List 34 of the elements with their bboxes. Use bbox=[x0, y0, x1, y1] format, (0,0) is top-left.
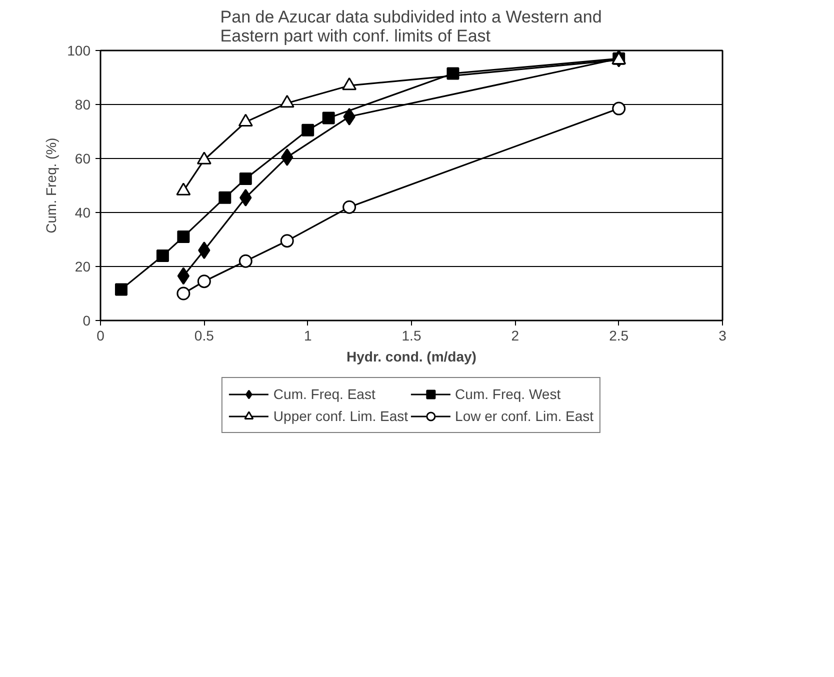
y-tick-label: 40 bbox=[74, 204, 91, 220]
y-tick-label: 60 bbox=[74, 150, 91, 166]
point bbox=[177, 267, 190, 285]
legend-label: Upper conf. Lim. East bbox=[273, 408, 408, 424]
x-axis-title: Hydr. cond. (m/day) bbox=[346, 348, 476, 364]
point bbox=[197, 274, 211, 288]
x-tick-label: 0 bbox=[96, 328, 105, 344]
point bbox=[322, 112, 335, 124]
y-tick-label: 100 bbox=[67, 42, 91, 58]
y-axis-title: Cum. Freq. (%) bbox=[43, 138, 60, 234]
point bbox=[612, 102, 626, 116]
x-tick-label: 1 bbox=[304, 328, 312, 344]
x-tick-label: 2.5 bbox=[609, 328, 629, 344]
x-tick-label: 1.5 bbox=[402, 328, 422, 344]
point bbox=[176, 286, 190, 300]
point bbox=[177, 230, 190, 244]
x-tick-label: 3 bbox=[718, 328, 727, 344]
point bbox=[114, 283, 128, 296]
y-tick-label: 80 bbox=[74, 96, 91, 112]
legend-label: Low er conf. Lim. East bbox=[455, 408, 594, 424]
y-tick-label: 20 bbox=[74, 258, 91, 274]
point bbox=[238, 254, 252, 268]
point bbox=[239, 172, 252, 185]
legend-label: Cum. Freq. West bbox=[455, 386, 561, 402]
point bbox=[302, 124, 314, 136]
point bbox=[218, 191, 232, 204]
point bbox=[280, 234, 294, 248]
x-tick-label: 0.5 bbox=[194, 328, 214, 344]
point bbox=[342, 200, 356, 214]
chart-title: Pan de Azucar data subdivided into a Western and Eastern part with conf. limits of East bbox=[220, 8, 602, 46]
x-tick-label: 2 bbox=[511, 328, 520, 344]
y-tick-label: 0 bbox=[82, 312, 91, 328]
point bbox=[156, 249, 169, 262]
legend-label: Cum. Freq. East bbox=[273, 386, 376, 402]
